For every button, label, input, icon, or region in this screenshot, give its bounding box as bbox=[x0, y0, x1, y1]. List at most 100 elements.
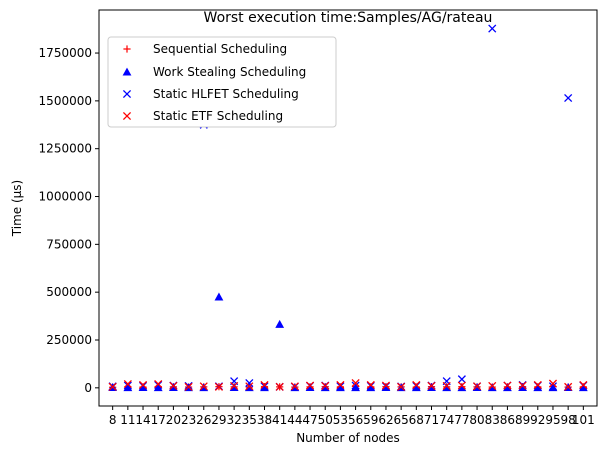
marker-stroke bbox=[457, 375, 466, 384]
marker-stroke bbox=[381, 381, 391, 390]
x-tick-label: 65 bbox=[393, 413, 408, 427]
data-point bbox=[397, 382, 406, 391]
x-tick-label: 89 bbox=[515, 413, 530, 427]
x-tick-label: 23 bbox=[181, 413, 196, 427]
data-point bbox=[366, 381, 375, 390]
data-point bbox=[366, 380, 375, 390]
data-point bbox=[381, 381, 391, 390]
data-point bbox=[564, 382, 573, 391]
data-point bbox=[503, 383, 512, 392]
data-point bbox=[260, 380, 269, 390]
data-point bbox=[260, 382, 269, 391]
x-tick-label: 35 bbox=[242, 413, 257, 427]
legend-label-work-stealing: Work Stealing Scheduling bbox=[153, 65, 306, 79]
marker-stroke bbox=[214, 382, 224, 391]
x-tick-label: 50 bbox=[318, 413, 333, 427]
data-point bbox=[214, 292, 224, 301]
data-point bbox=[366, 383, 376, 392]
data-point bbox=[503, 381, 512, 390]
data-point bbox=[411, 383, 421, 392]
marker-stroke bbox=[457, 381, 466, 390]
series-3 bbox=[108, 378, 588, 391]
y-tick-label: 500000 bbox=[46, 285, 92, 299]
x-tick-label: 17 bbox=[151, 413, 166, 427]
marker-stroke bbox=[154, 379, 163, 389]
data-point bbox=[184, 382, 193, 391]
marker-stroke bbox=[290, 382, 299, 391]
data-point bbox=[351, 378, 360, 388]
y-tick-label: 750000 bbox=[46, 237, 92, 251]
marker-stroke bbox=[366, 381, 375, 390]
data-point bbox=[169, 381, 178, 390]
x-tick-label: 56 bbox=[348, 413, 363, 427]
data-point bbox=[336, 380, 345, 390]
marker-stroke bbox=[321, 381, 330, 390]
data-point bbox=[548, 379, 558, 388]
marker-stroke bbox=[427, 381, 436, 390]
x-axis-label: Number of nodes bbox=[296, 431, 400, 445]
data-point bbox=[457, 381, 466, 390]
marker-stroke bbox=[123, 381, 132, 390]
x-tick-label: 11 bbox=[120, 413, 135, 427]
y-tick-label: 1750000 bbox=[39, 46, 92, 60]
marker-stroke bbox=[305, 381, 315, 390]
x-tick-label: 41 bbox=[272, 413, 287, 427]
data-point bbox=[488, 381, 497, 390]
data-point bbox=[412, 380, 421, 390]
marker-stroke bbox=[533, 380, 542, 390]
marker-stroke bbox=[199, 382, 208, 391]
x-tick-label: 62 bbox=[378, 413, 393, 427]
x-tick-label: 68 bbox=[409, 413, 424, 427]
x-tick-label: 71 bbox=[424, 413, 439, 427]
data-point bbox=[153, 383, 163, 392]
data-point bbox=[488, 24, 497, 33]
marker-stroke bbox=[108, 382, 117, 391]
marker-stroke bbox=[245, 382, 254, 391]
data-point bbox=[245, 382, 254, 391]
x-tick-label: 38 bbox=[257, 413, 272, 427]
y-axis-label: Time (µs) bbox=[10, 180, 24, 237]
x-tick-label: 77 bbox=[454, 413, 469, 427]
marker-stroke bbox=[169, 381, 178, 390]
marker-stroke bbox=[518, 381, 527, 390]
data-point bbox=[412, 381, 421, 390]
marker-stroke bbox=[366, 380, 375, 390]
y-tick-label: 1000000 bbox=[39, 190, 92, 204]
marker-stroke bbox=[412, 381, 421, 390]
marker-stroke bbox=[138, 381, 148, 390]
data-point bbox=[533, 380, 542, 390]
data-point bbox=[275, 319, 285, 328]
x-tick-label: 26 bbox=[196, 413, 211, 427]
marker-stroke bbox=[412, 380, 421, 390]
marker-stroke bbox=[442, 381, 451, 390]
x-tick-label: 47 bbox=[302, 413, 317, 427]
data-point bbox=[472, 382, 482, 391]
marker-stroke bbox=[488, 381, 497, 390]
data-point bbox=[184, 381, 193, 390]
data-point bbox=[214, 382, 224, 391]
data-point bbox=[442, 381, 451, 390]
marker-stroke bbox=[154, 380, 163, 390]
data-point bbox=[138, 381, 148, 390]
data-point bbox=[154, 380, 163, 390]
x-tick-label: 29 bbox=[211, 413, 226, 427]
y-tick-label: 1250000 bbox=[39, 142, 92, 156]
data-point bbox=[245, 378, 254, 388]
data-point bbox=[578, 383, 588, 392]
marker-stroke bbox=[184, 381, 193, 390]
marker-stroke bbox=[564, 93, 573, 103]
marker-stroke bbox=[260, 382, 269, 391]
x-tick-label: 53 bbox=[333, 413, 348, 427]
data-point bbox=[320, 383, 330, 392]
marker-stroke bbox=[488, 24, 497, 33]
marker-stroke bbox=[564, 382, 573, 391]
marker-stroke bbox=[138, 380, 148, 390]
marker-stroke bbox=[336, 380, 345, 390]
x-tick-label: 44 bbox=[287, 413, 302, 427]
data-point bbox=[579, 380, 588, 390]
data-point bbox=[275, 382, 284, 391]
data-point bbox=[199, 382, 208, 391]
marker-stroke bbox=[122, 89, 132, 99]
marker-stroke bbox=[275, 382, 284, 391]
